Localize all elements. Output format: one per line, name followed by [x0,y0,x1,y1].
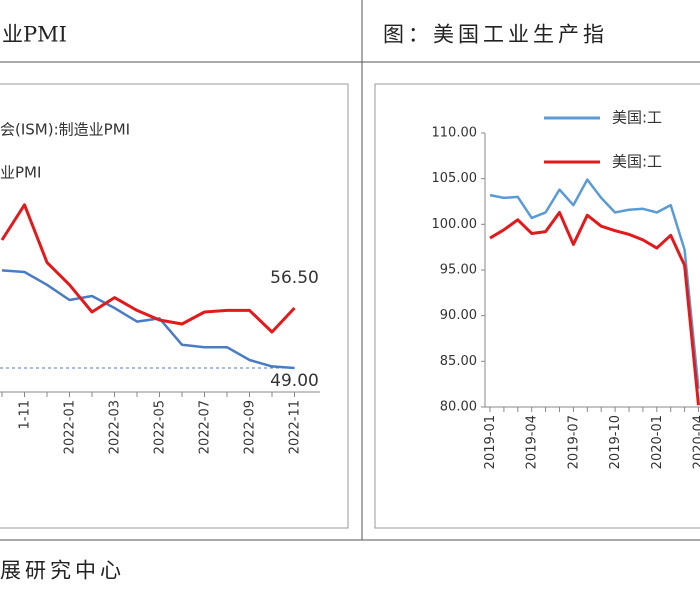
y-tick-label: 105.00 [432,171,478,186]
x-tick-label: 2022-03 [108,400,123,454]
end-label: 56.50 [270,268,319,288]
x-tick-label: 2022-01 [63,400,78,454]
legend-label: 美国:工 [612,109,662,127]
series-line [489,210,700,406]
x-tick-label: 2020-01 [650,415,665,469]
x-tick-label: 2022-09 [243,400,258,454]
x-tick-label: 2022-07 [198,400,213,454]
right-chart-frame [374,83,700,529]
y-tick-label: 110.00 [432,126,478,141]
x-tick-label: 2019-04 [525,415,540,469]
x-tick-label: 2022-05 [153,400,168,454]
legend-label: 业PMI [0,164,41,182]
legend-label: 美国:工 [612,153,662,171]
y-tick-label: 80.00 [440,400,477,415]
y-tick-label: 90.00 [440,308,477,323]
x-tick-label: 2019-07 [566,415,581,469]
x-tick-label: 2019-01 [483,415,498,469]
y-tick-label: 100.00 [432,217,478,232]
x-tick-label: 2019-10 [608,415,623,469]
left-chart-frame [0,83,349,529]
end-label: 49.00 [270,371,319,391]
y-tick-label: 95.00 [440,263,477,278]
x-tick-label: 1-11 [18,400,33,430]
source-note: 展研究中心 [0,559,125,583]
left-title: 业PMI [2,23,67,47]
y-tick-label: 85.00 [440,354,477,369]
x-tick-label: 2020-04 [692,415,700,469]
series-line [0,203,296,334]
legend-label: 会(ISM):制造业PMI [0,121,130,139]
series-line [1,269,295,370]
series-line [489,178,700,389]
x-tick-label: 2022-11 [288,400,303,454]
right-title: 图：美国工业生产指 [383,23,608,47]
